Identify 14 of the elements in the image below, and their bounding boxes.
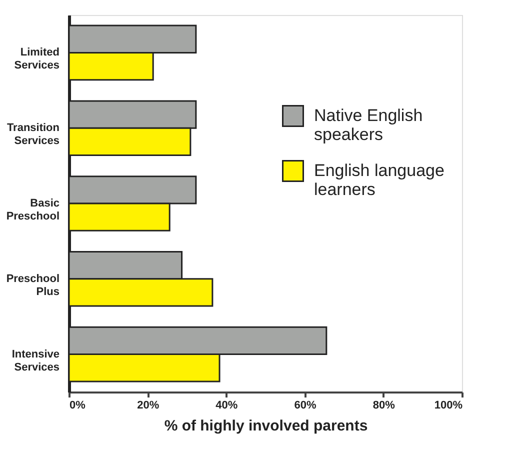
x-tick-label: 40% bbox=[216, 400, 238, 412]
x-tick-label: 100% bbox=[434, 400, 463, 412]
legend-label: English language learners bbox=[314, 161, 444, 199]
x-axis-title: % of highly involved parents bbox=[164, 418, 368, 434]
y-tick-label: Preschool Plus bbox=[6, 272, 60, 298]
x-tick-label: 80% bbox=[372, 400, 396, 412]
x-tick-label: 0% bbox=[70, 400, 86, 412]
legend-label: Native English speakers bbox=[314, 106, 423, 144]
y-tick-label: Transition Services bbox=[6, 122, 60, 148]
y-tick-label: Intensive Services bbox=[12, 348, 60, 374]
x-tick-label: 60% bbox=[294, 400, 317, 412]
y-tick-label: Limited Services bbox=[14, 46, 60, 72]
y-tick-label: Basic Preschool bbox=[6, 198, 60, 222]
x-tick-label: 20% bbox=[137, 400, 160, 412]
